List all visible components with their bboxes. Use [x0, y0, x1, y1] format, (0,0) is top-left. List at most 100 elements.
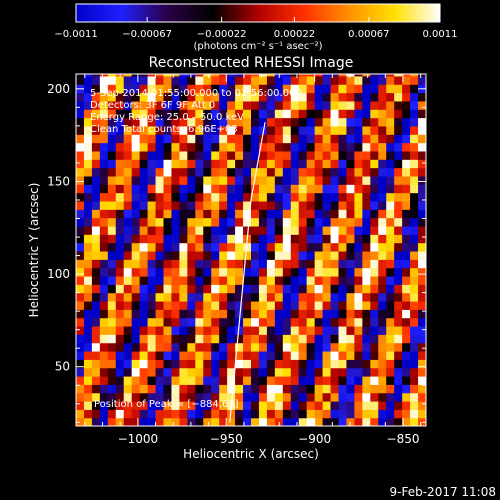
- heatmap-cell: [314, 409, 324, 419]
- heatmap-cell: [386, 74, 395, 77]
- heatmap-cell: [163, 359, 173, 369]
- heatmap-cell: [386, 417, 395, 426]
- heatmap-cell: [131, 384, 141, 394]
- heatmap-cell: [362, 275, 371, 285]
- heatmap-cell: [274, 142, 284, 152]
- heatmap-cell: [187, 309, 196, 319]
- heatmap-cell: [76, 284, 85, 294]
- heatmap-cell: [179, 117, 188, 127]
- heatmap-cell: [410, 184, 419, 194]
- heatmap-cell: [362, 74, 371, 77]
- heatmap-cell: [282, 117, 292, 127]
- heatmap-cell: [266, 217, 276, 227]
- heatmap-cell: [155, 217, 165, 227]
- heatmap-cell: [378, 92, 387, 102]
- heatmap-cell: [274, 150, 284, 160]
- heatmap-cell: [83, 75, 93, 85]
- heatmap-cell: [298, 309, 308, 319]
- heatmap-cell: [330, 342, 340, 352]
- heatmap-cell: [410, 375, 419, 385]
- heatmap-cell: [211, 184, 220, 194]
- heatmap-cell: [171, 159, 180, 169]
- heatmap-cell: [179, 242, 188, 252]
- heatmap-cell: [251, 300, 260, 310]
- heatmap-cell: [187, 242, 196, 252]
- heatmap-cell: [330, 142, 340, 152]
- heatmap-cell: [386, 350, 395, 360]
- heatmap-cell: [338, 217, 348, 227]
- heatmap-cell: [243, 375, 252, 385]
- heatmap-cell: [147, 109, 157, 119]
- heatmap-cell: [211, 150, 220, 160]
- heatmap-cell: [274, 125, 284, 135]
- heatmap-cell: [243, 392, 252, 402]
- heatmap-cell: [235, 267, 244, 277]
- heatmap-cell: [338, 184, 348, 194]
- heatmap-cell: [418, 267, 426, 277]
- heatmap-cell: [282, 242, 292, 252]
- heatmap-cell: [163, 159, 173, 169]
- heatmap-cell: [99, 392, 109, 402]
- heatmap-cell: [171, 150, 180, 160]
- heatmap-cell: [155, 325, 165, 335]
- heatmap-cell: [195, 84, 204, 94]
- heatmap-cell: [298, 317, 308, 327]
- heatmap-cell: [76, 74, 85, 77]
- heatmap-cell: [171, 100, 180, 110]
- heatmap-cell: [163, 175, 173, 185]
- heatmap-cell: [290, 267, 300, 277]
- heatmap-cell: [378, 84, 387, 94]
- heatmap-cell: [219, 109, 228, 119]
- heatmap-cell: [346, 234, 355, 244]
- heatmap-cell: [171, 142, 180, 152]
- heatmap-cell: [211, 74, 220, 77]
- heatmap-cell: [195, 342, 204, 352]
- heatmap-cell: [338, 150, 348, 160]
- heatmap-cell: [346, 334, 355, 344]
- heatmap-cell: [402, 217, 411, 227]
- heatmap-cell: [155, 125, 165, 135]
- heatmap-cell: [115, 375, 125, 385]
- heatmap-cell: [306, 375, 316, 385]
- heatmap-cell: [147, 100, 157, 110]
- heatmap-cell: [282, 359, 292, 369]
- heatmap-cell: [107, 209, 117, 219]
- heatmap-cell: [91, 200, 101, 210]
- heatmap-cell: [115, 267, 125, 277]
- heatmap-cell: [362, 159, 371, 169]
- heatmap-cell: [99, 284, 109, 294]
- heatmap-cell: [402, 384, 411, 394]
- heatmap-cell: [410, 384, 419, 394]
- heatmap-cell: [306, 150, 316, 160]
- heatmap-cell: [306, 384, 316, 394]
- heatmap-cell: [227, 300, 236, 310]
- heatmap-cell: [131, 242, 141, 252]
- heatmap-cell: [274, 134, 284, 144]
- heatmap-cell: [83, 284, 93, 294]
- heatmap-cell: [235, 225, 244, 235]
- heatmap-cell: [219, 134, 228, 144]
- heatmap-cell: [227, 292, 236, 302]
- heatmap-cell: [179, 300, 188, 310]
- heatmap-cell: [282, 142, 292, 152]
- heatmap-cell: [330, 209, 340, 219]
- heatmap-cell: [83, 300, 93, 310]
- heatmap-cell: [107, 225, 117, 235]
- heatmap-cell: [298, 300, 308, 310]
- heatmap-cell: [139, 234, 149, 244]
- heatmap-cell: [354, 167, 363, 177]
- heatmap-cell: [298, 267, 308, 277]
- heatmap-cell: [402, 300, 411, 310]
- heatmap-cell: [131, 250, 141, 260]
- heatmap-cell: [386, 300, 395, 310]
- heatmap-cell: [99, 325, 109, 335]
- heatmap-cell: [115, 217, 125, 227]
- heatmap-cell: [290, 92, 300, 102]
- heatmap-cell: [91, 74, 101, 77]
- heatmap-cell: [402, 250, 411, 260]
- heatmap-cell: [330, 134, 340, 144]
- heatmap-cell: [91, 292, 101, 302]
- heatmap-cell: [227, 159, 236, 169]
- heatmap-cell: [235, 392, 244, 402]
- heatmap-cell: [274, 400, 284, 410]
